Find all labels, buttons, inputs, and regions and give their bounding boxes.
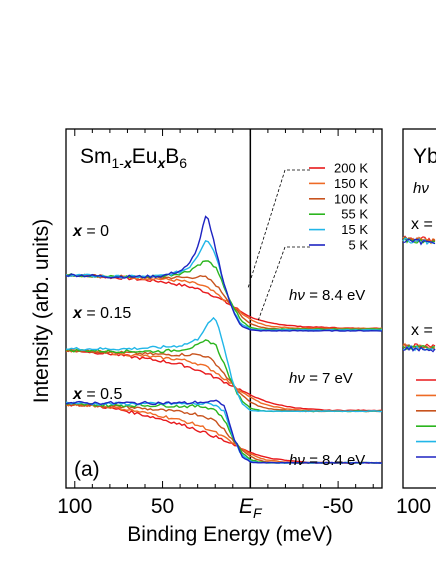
legend-label-15K: 15 K — [341, 222, 368, 237]
title-sub2-italic: x — [156, 155, 166, 171]
panel-title: Sm1-xEuxB6 — [80, 145, 187, 171]
panel-b-traces — [402, 235, 436, 458]
title-sub1: 1- — [112, 155, 125, 171]
legend-label-55K: 55 K — [341, 207, 368, 222]
panel-b-group-label-2: x = — [411, 322, 433, 339]
panel-b-trace-1-5 — [402, 345, 436, 353]
plot-frame-b — [402, 128, 436, 489]
panel-b-title: Yb — [413, 145, 436, 168]
curve-x05-5 — [66, 399, 382, 464]
x-ticks: 100 50 EF -50 — [57, 129, 374, 521]
group-label-x05: x = 0.5 — [72, 386, 122, 403]
group-label-x015: x = 0.15 — [72, 305, 131, 322]
panel-b-trace-0-5 — [402, 238, 436, 246]
legend-label-200K: 200 K — [334, 161, 368, 176]
hv-label-x05: hν = 8.4 eV — [289, 452, 365, 469]
legend-label-150K: 150 K — [334, 176, 368, 191]
panel-label-a: (a) — [74, 458, 100, 481]
curve-x-0-15-15-k — [66, 316, 382, 413]
x-tick-label-50: 50 — [151, 495, 174, 518]
guide-dashed-line-lower — [257, 246, 310, 322]
panel-b-trace-1-0 — [402, 343, 436, 349]
legend-label-5K: 5 K — [348, 238, 368, 253]
title-suffix: B — [165, 145, 179, 168]
title-sub1-italic: x — [123, 155, 133, 171]
title-sub3: 6 — [179, 155, 187, 171]
panel-b-hv: hν — [413, 180, 429, 197]
guide-dashed-line-upper — [247, 169, 310, 289]
title-prefix: Sm — [80, 145, 112, 168]
x-tick-label-100: 100 — [57, 495, 92, 518]
hv-label-x0: hν = 8.4 eV — [289, 287, 365, 304]
hv-label-x015: hν = 7 eV — [289, 370, 353, 387]
curve-x-0-15-200-k — [66, 349, 382, 412]
panel-b-trace-1-4 — [402, 344, 436, 352]
x-axis-title: Binding Energy (meV) — [127, 523, 332, 546]
curves — [66, 215, 382, 464]
group-label-x0: x = 0 — [72, 223, 109, 240]
curve-x-0-5-k — [66, 215, 382, 332]
panel-b-group-label-1: x = — [411, 216, 433, 233]
legend-label-100K: 100 K — [334, 191, 368, 206]
x-tick-label--50: -50 — [323, 495, 353, 518]
x-tick-label-0: EF — [239, 495, 263, 521]
y-axis-title: Intensity (arb. units) — [30, 219, 53, 403]
title-mid: Eu — [132, 145, 158, 168]
panel-b-xtick-label: 100 — [396, 495, 431, 518]
plot-frame-a — [65, 128, 383, 489]
